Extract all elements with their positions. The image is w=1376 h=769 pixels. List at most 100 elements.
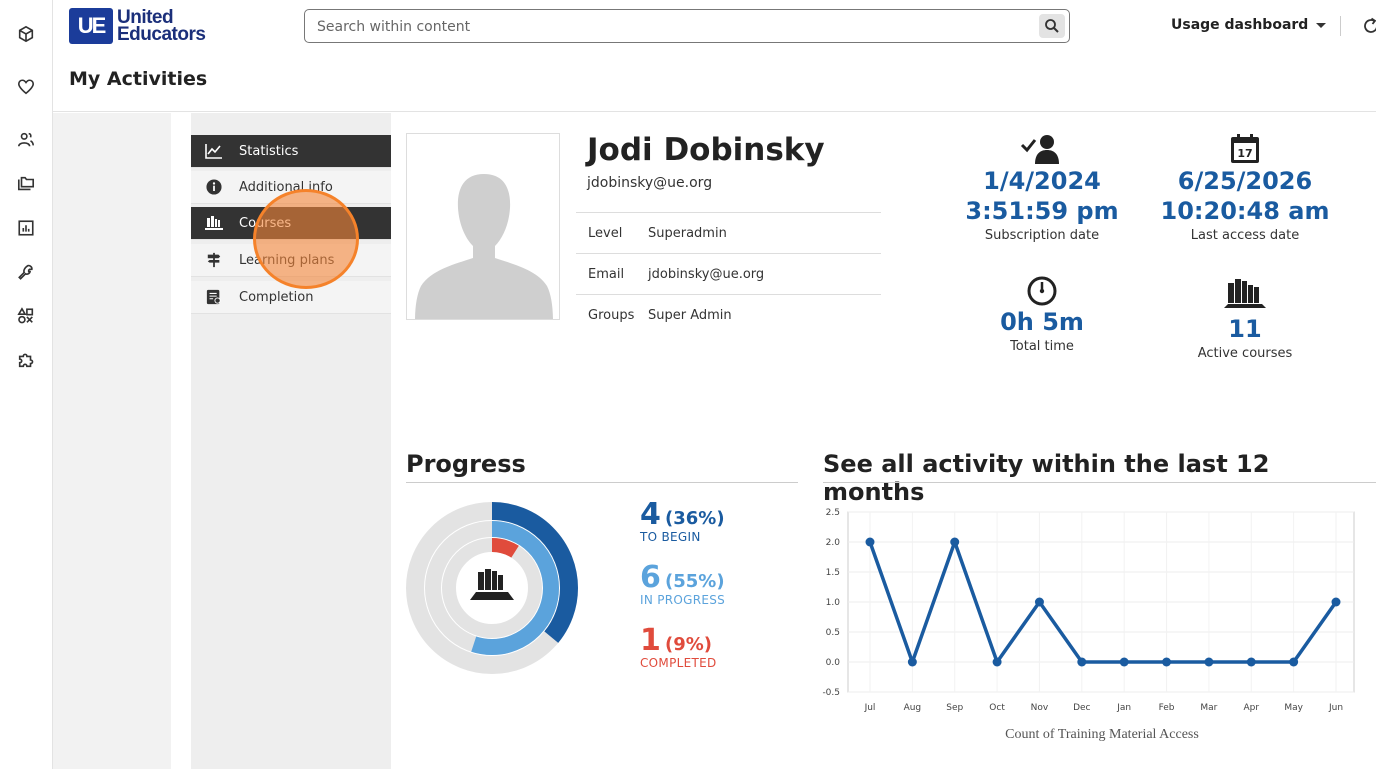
books-icon bbox=[203, 214, 225, 232]
menu-item-additional-info[interactable]: Additional info bbox=[191, 171, 391, 204]
stat-total-time: 0h 5m Total time bbox=[942, 273, 1142, 354]
progress-title: Progress bbox=[406, 450, 526, 478]
puzzle-icon[interactable] bbox=[15, 349, 37, 371]
last-access-date: 6/25/2026 bbox=[1177, 167, 1313, 195]
calendar-icon: 17 bbox=[1145, 132, 1345, 166]
menu-item-label: Completion bbox=[239, 289, 314, 305]
search-box bbox=[304, 9, 1070, 43]
search-button[interactable] bbox=[1039, 14, 1065, 38]
left-rail bbox=[0, 0, 53, 769]
user-name: Jodi Dobinsky bbox=[587, 132, 825, 168]
y-tick-label: 2.0 bbox=[826, 538, 841, 548]
x-axis-label: Count of Training Material Access bbox=[1005, 727, 1199, 742]
shapes-icon[interactable] bbox=[15, 305, 37, 327]
x-tick-label: Mar bbox=[1200, 703, 1217, 713]
y-tick-label: 2.5 bbox=[826, 508, 840, 518]
data-point[interactable] bbox=[1204, 657, 1214, 667]
search-input[interactable] bbox=[317, 17, 1017, 37]
completed-ring bbox=[442, 538, 542, 638]
chart-grid bbox=[847, 511, 1355, 693]
menu-item-label: Learning plans bbox=[239, 252, 335, 268]
content-gutter bbox=[53, 113, 171, 769]
usage-dashboard-label: Usage dashboard bbox=[1171, 17, 1309, 33]
certificate-icon bbox=[203, 288, 225, 306]
folders-icon[interactable] bbox=[15, 173, 37, 195]
data-point[interactable] bbox=[1162, 657, 1172, 667]
data-point[interactable] bbox=[1034, 597, 1044, 607]
logo-line2: Educators bbox=[117, 24, 206, 45]
x-tick-label: Sep bbox=[946, 703, 963, 713]
in-progress-pct: (55%) bbox=[665, 571, 725, 592]
menu-item-completion[interactable]: Completion bbox=[191, 281, 391, 314]
books-icon bbox=[470, 569, 514, 600]
legend-in-progress: 6 (55%) IN PROGRESS bbox=[640, 560, 725, 607]
x-tick-label: Oct bbox=[989, 703, 1005, 713]
progress-divider bbox=[406, 482, 798, 483]
data-point[interactable] bbox=[950, 537, 960, 547]
united-educators-logo[interactable]: UE United Educators bbox=[69, 8, 206, 45]
legend-completed: 1 (9%) COMPLETED bbox=[640, 623, 717, 670]
users-icon[interactable] bbox=[15, 129, 37, 151]
calendar-day: 17 bbox=[1237, 147, 1252, 160]
subscription-label: Subscription date bbox=[984, 228, 1100, 243]
x-tick-label: May bbox=[1284, 703, 1303, 713]
heart-icon[interactable] bbox=[15, 76, 37, 98]
stat-active-courses: 11 Active courses bbox=[1145, 276, 1345, 361]
data-point[interactable] bbox=[1077, 657, 1087, 667]
x-tick-label: Nov bbox=[1031, 703, 1049, 713]
x-tick-label: Aug bbox=[904, 703, 922, 713]
menu-item-label: Statistics bbox=[239, 143, 299, 159]
menu-item-label: Additional info bbox=[239, 179, 333, 195]
info-value: Super Admin bbox=[648, 308, 732, 323]
usage-dashboard-dropdown[interactable]: Usage dashboard bbox=[1171, 17, 1327, 33]
last-access-label: Last access date bbox=[1190, 228, 1300, 243]
cube-icon[interactable] bbox=[15, 23, 37, 45]
x-tick-label: Dec bbox=[1073, 703, 1090, 713]
info-row-level: Level Superadmin bbox=[576, 212, 881, 253]
data-point[interactable] bbox=[992, 657, 1002, 667]
wrench-icon[interactable] bbox=[15, 261, 37, 283]
data-point[interactable] bbox=[907, 657, 917, 667]
activity-title: See all activity within the last 12 mont… bbox=[823, 450, 1270, 506]
data-point[interactable] bbox=[1331, 597, 1341, 607]
subscription-date: 1/4/2024 bbox=[983, 167, 1101, 195]
legend-to-begin: 4 (36%) TO BEGIN bbox=[640, 497, 725, 544]
info-row-email: Email jdobinsky@ue.org bbox=[576, 253, 881, 294]
avatar bbox=[406, 133, 560, 320]
info-key: Level bbox=[588, 226, 623, 241]
active-courses-value: 11 bbox=[1228, 315, 1262, 343]
x-tick-label: Feb bbox=[1159, 703, 1175, 713]
menu-item-learning-plans[interactable]: Learning plans bbox=[191, 244, 391, 277]
menu-item-courses[interactable]: Courses bbox=[191, 207, 391, 240]
top-header: UE United Educators Usage dashboard My A… bbox=[53, 0, 1376, 112]
to-begin-count: 4 bbox=[640, 497, 661, 532]
x-tick-label: Jan bbox=[1116, 703, 1131, 713]
user-email: jdobinsky@ue.org bbox=[587, 175, 713, 191]
in-progress-label: IN PROGRESS bbox=[640, 593, 726, 607]
activity-divider bbox=[823, 482, 1376, 483]
y-tick-label: 0.0 bbox=[826, 658, 841, 668]
subscription-time: 3:51:59 pm bbox=[965, 197, 1119, 225]
chart-icon[interactable] bbox=[15, 217, 37, 239]
page-title: My Activities bbox=[69, 68, 208, 90]
to-begin-label: TO BEGIN bbox=[640, 530, 701, 544]
info-key: Email bbox=[588, 267, 625, 282]
user-silhouette-icon bbox=[415, 174, 553, 319]
activity-series-points bbox=[865, 537, 1341, 667]
data-point[interactable] bbox=[1246, 657, 1256, 667]
books-icon bbox=[1145, 276, 1345, 310]
data-point[interactable] bbox=[1289, 657, 1299, 667]
refresh-icon[interactable] bbox=[1361, 16, 1376, 36]
active-courses-label: Active courses bbox=[1197, 346, 1293, 361]
x-tick-label: Apr bbox=[1243, 703, 1259, 713]
logo-mark: UE bbox=[69, 8, 113, 44]
data-point[interactable] bbox=[1119, 657, 1129, 667]
menu-item-statistics[interactable]: Statistics bbox=[191, 135, 391, 168]
signpost-icon bbox=[203, 251, 225, 269]
info-row-groups: Groups Super Admin bbox=[576, 294, 881, 335]
in-progress-ring bbox=[425, 521, 559, 655]
y-axis-ticks: 2.5 2.0 1.5 1.0 0.5 0.0 -0.5 bbox=[822, 508, 840, 698]
activity-line-chart: 2.5 2.0 1.5 1.0 0.5 0.0 -0.5 Jul Aug Sep Oct Nov De… bbox=[822, 508, 1355, 742]
data-point[interactable] bbox=[865, 537, 875, 547]
